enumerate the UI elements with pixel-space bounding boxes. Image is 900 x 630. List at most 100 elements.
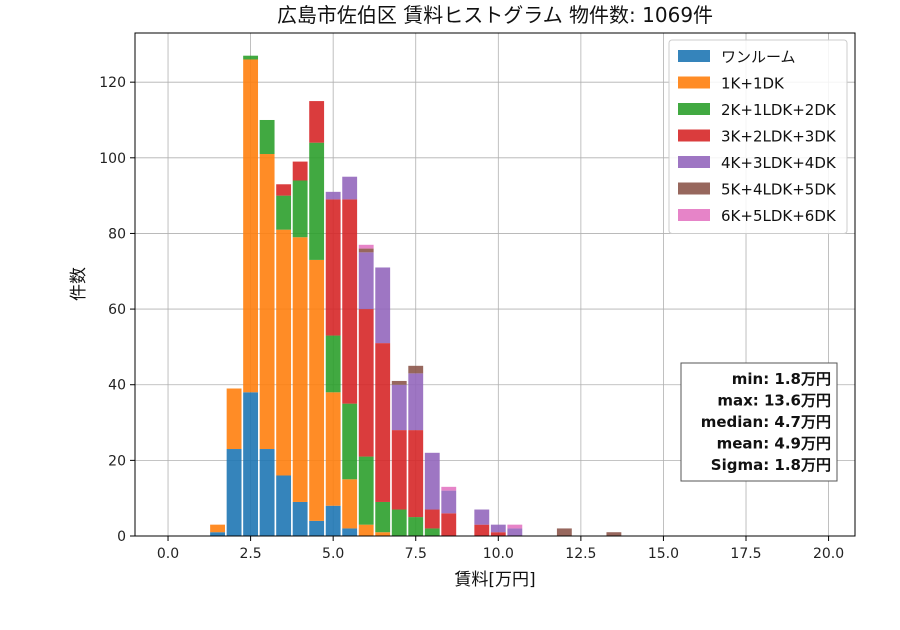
histogram-bar — [391, 509, 407, 536]
histogram-bar — [292, 180, 308, 238]
legend-box — [668, 39, 848, 234]
histogram-bar — [243, 59, 259, 393]
histogram-bar — [424, 452, 440, 510]
stats-box: min: 1.8万円 max: 13.6万円 median: 4.7万円 mean: … — [680, 362, 838, 482]
bars — [210, 55, 622, 536]
legend-swatch — [678, 209, 710, 221]
histogram-bar — [424, 528, 440, 536]
x-tick-label: 2.5 — [239, 546, 261, 562]
histogram-bar — [325, 335, 341, 393]
histogram-bar — [490, 524, 506, 533]
y-tick-label: 120 — [99, 75, 126, 91]
histogram-bar — [342, 479, 358, 529]
x-tick-label: 7.5 — [405, 546, 427, 562]
histogram-bar — [408, 517, 424, 536]
histogram-bar — [325, 505, 341, 536]
legend-label: 3K+2LDK+3DK — [721, 128, 837, 146]
stats-line: mean: 4.9万円 — [717, 435, 831, 453]
x-tick-label: 5.0 — [322, 546, 344, 562]
histogram-bar — [276, 475, 292, 536]
y-axis-title: 件数 — [69, 267, 89, 301]
histogram-bar — [276, 195, 292, 230]
legend-swatch — [678, 129, 710, 142]
histogram-bar — [276, 184, 292, 196]
histogram-bar — [226, 388, 242, 450]
histogram-bar — [276, 229, 292, 476]
histogram-bar — [342, 176, 358, 200]
y-tick-label: 60 — [108, 302, 126, 318]
histogram-bar — [441, 490, 457, 514]
histogram-bar — [358, 456, 374, 525]
x-tick-label: 10.0 — [483, 546, 514, 562]
histogram-bar — [490, 532, 506, 536]
legend-swatch — [678, 182, 710, 195]
x-axis-title: 賃料[万円] — [454, 570, 535, 590]
legend-label: ワンルーム — [721, 48, 796, 66]
histogram-bar — [391, 430, 407, 510]
ticks: 0.0 2.5 5.0 7.5 10.0 12.5 15.0 17.5 20.0 0 20 40 60 8… — [99, 75, 844, 562]
histogram-bar — [210, 532, 225, 536]
histogram-bar — [474, 509, 490, 525]
histogram-bar — [292, 501, 308, 536]
stats-line: max: 13.6万円 — [717, 392, 831, 410]
plot-frame — [134, 32, 856, 537]
histogram-bar — [325, 199, 341, 336]
histogram-bar — [243, 55, 259, 60]
histogram-bar — [408, 365, 424, 374]
histogram-bar — [606, 532, 622, 536]
histogram-bar — [375, 343, 391, 502]
y-tick-label: 80 — [108, 226, 126, 242]
histogram-bar — [210, 524, 225, 533]
histogram-bar — [243, 392, 259, 536]
histogram-bar — [342, 403, 358, 480]
histogram-bar — [507, 524, 523, 529]
histogram-bar — [226, 449, 242, 536]
histogram-bar — [441, 513, 457, 536]
histogram-bar — [259, 119, 275, 155]
histogram-bar — [375, 267, 391, 344]
legend-swatch — [678, 76, 710, 89]
histogram-bar — [292, 237, 308, 502]
legend-label: 2K+1LDK+2DK — [721, 101, 837, 119]
histogram-bar — [358, 248, 374, 253]
y-tick-label: 100 — [99, 151, 126, 167]
histogram-bar — [375, 532, 391, 536]
histogram-bar — [507, 528, 523, 536]
stats-line: median: 4.7万円 — [701, 413, 831, 431]
x-tick-label: 15.0 — [648, 546, 679, 562]
histogram-bar — [424, 509, 440, 529]
x-tick-label: 17.5 — [730, 546, 761, 562]
histogram-bar — [309, 259, 325, 521]
x-tick-label: 20.0 — [813, 546, 844, 562]
legend-label: 6K+5LDK+6DK — [721, 207, 837, 225]
histogram-bar — [441, 486, 457, 491]
histogram-bar — [309, 101, 325, 143]
histogram-bar — [391, 380, 407, 385]
histogram-bar — [342, 528, 358, 536]
histogram-bar — [342, 199, 358, 404]
histogram-bar — [325, 392, 341, 506]
histogram-bar — [358, 524, 374, 536]
histogram-bar — [408, 373, 424, 431]
legend-swatch — [678, 50, 710, 62]
stats-line: min: 1.8万円 — [732, 370, 831, 388]
legend-swatch — [678, 103, 710, 115]
x-tick-label: 0.0 — [157, 546, 179, 562]
histogram-bar — [408, 430, 424, 518]
legend-label: 1K+1DK — [721, 75, 785, 93]
x-tick-label: 12.5 — [565, 546, 596, 562]
histogram-bar — [358, 309, 374, 457]
legend-swatch — [678, 156, 710, 168]
legend-label: 4K+3LDK+4DK — [721, 154, 837, 172]
histogram-bar — [259, 154, 275, 450]
histogram-bar — [292, 161, 308, 181]
y-tick-label: 0 — [117, 529, 126, 545]
histogram-bar — [474, 524, 490, 536]
y-tick-label: 40 — [108, 378, 126, 394]
histogram-bar — [259, 449, 275, 536]
histogram-bar — [309, 142, 325, 260]
histogram-bar — [391, 384, 407, 431]
stats-line: Sigma: 1.8万円 — [711, 456, 831, 474]
histogram-bar — [556, 528, 572, 536]
